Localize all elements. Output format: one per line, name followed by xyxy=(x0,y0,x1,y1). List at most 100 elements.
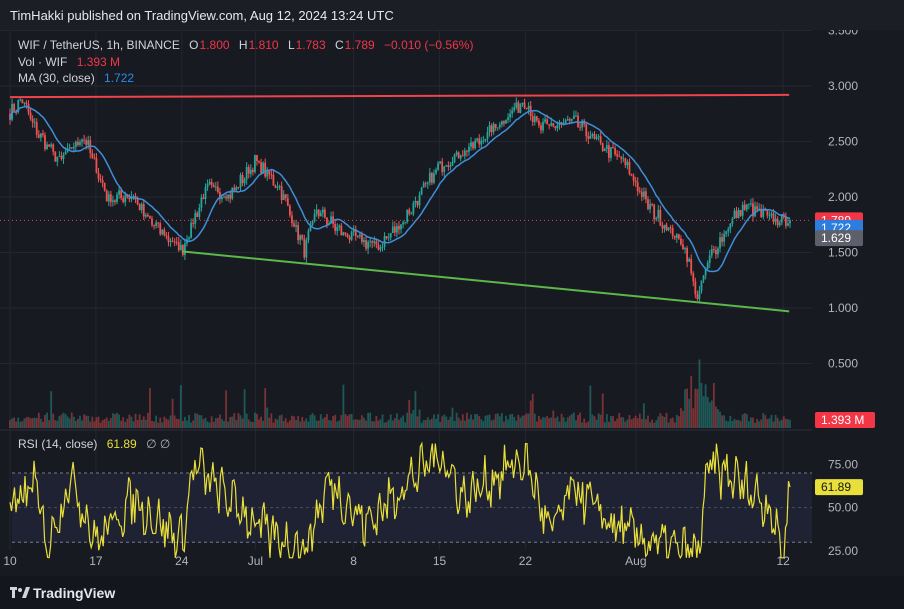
volume-bar xyxy=(568,415,571,428)
candle-body xyxy=(344,232,347,234)
volume-bar xyxy=(93,421,96,428)
candle-body xyxy=(690,258,693,274)
candle-body xyxy=(715,250,717,255)
volume-bar xyxy=(634,415,637,428)
volume-bar xyxy=(682,410,684,428)
candle-body xyxy=(268,170,271,175)
candle-body xyxy=(303,238,306,258)
volume-bar xyxy=(323,417,326,428)
candle-body xyxy=(42,133,44,136)
volume-bar xyxy=(774,414,777,428)
volume-bar xyxy=(404,422,407,428)
candle-body xyxy=(149,216,151,219)
candle-body xyxy=(64,151,67,155)
volume-bar xyxy=(657,416,660,428)
volume-bar xyxy=(340,415,343,428)
ma-label[interactable]: MA (30, close) xyxy=(18,71,95,85)
candle-body xyxy=(157,222,160,224)
tradingview-logo-icon[interactable] xyxy=(10,586,30,600)
volume-bar xyxy=(729,415,732,428)
volume-bar xyxy=(605,414,608,428)
volume-bar xyxy=(245,413,248,428)
candle-body xyxy=(445,165,448,167)
volume-bar xyxy=(165,418,168,428)
candle-body xyxy=(638,191,641,192)
candle-body xyxy=(498,124,501,128)
volume-bar xyxy=(114,414,116,428)
rsi-label[interactable]: RSI (14, close) xyxy=(18,437,98,451)
candle-body xyxy=(418,194,421,206)
volume-bar xyxy=(167,419,170,428)
volume-bar xyxy=(361,415,363,428)
candle-body xyxy=(375,241,378,245)
volume-bar xyxy=(103,419,106,428)
candle-body xyxy=(704,269,707,276)
volume-bar xyxy=(492,419,495,428)
volume-bar xyxy=(136,419,139,428)
price-label-box xyxy=(815,412,875,428)
volume-label[interactable]: Vol · WIF xyxy=(18,55,68,69)
candle-body xyxy=(260,162,262,174)
volume-bar xyxy=(118,414,120,428)
volume-bar xyxy=(286,422,289,428)
volume-bar xyxy=(733,418,736,428)
time-tick-label: 22 xyxy=(519,554,533,568)
volume-bar xyxy=(552,410,555,428)
candle-body xyxy=(239,174,242,188)
volume-bar xyxy=(696,389,699,428)
candle-body xyxy=(210,182,213,186)
volume-bar xyxy=(396,413,398,428)
volume-bar xyxy=(161,422,164,428)
volume-bar xyxy=(155,415,158,428)
volume-bar xyxy=(533,413,536,428)
volume-bar xyxy=(710,400,713,428)
candle-body xyxy=(509,113,512,118)
volume-bar xyxy=(607,421,610,428)
volume-bar xyxy=(124,421,127,428)
ma-line xyxy=(9,105,791,273)
candle-body xyxy=(490,125,493,133)
volume-bar xyxy=(482,421,485,428)
rsi-tick-label: 50.00 xyxy=(828,501,858,515)
candle-body xyxy=(459,155,462,159)
symbol-label[interactable]: WIF / TetherUS, 1h, BINANCE xyxy=(18,38,180,52)
volume-bar xyxy=(564,421,567,428)
candle-body xyxy=(169,240,172,242)
volume-bar xyxy=(420,422,423,428)
candle-body xyxy=(101,180,104,183)
volume-bar xyxy=(107,420,110,428)
candle-body xyxy=(556,125,559,129)
candle-body xyxy=(581,120,584,128)
volume-bar xyxy=(704,384,707,428)
candle-body xyxy=(25,102,28,105)
price-chart[interactable]: 3.500 3.000 2.500 2.000 1.500 1.000 0.500 75.00… xyxy=(0,30,904,576)
high-label: H xyxy=(238,38,248,52)
volume-bar xyxy=(712,382,715,428)
volume-bar xyxy=(251,422,254,428)
candle-body xyxy=(50,144,53,147)
candle-body xyxy=(35,122,38,135)
candle-body xyxy=(140,204,143,210)
volume-bar xyxy=(550,417,553,428)
candle-body xyxy=(694,281,697,295)
candle-body xyxy=(198,207,201,217)
brand-name[interactable]: TradingView xyxy=(33,585,116,601)
candle-body xyxy=(661,225,664,229)
volume-bar xyxy=(719,411,721,428)
candle-body xyxy=(484,138,487,141)
volume-bar xyxy=(35,417,38,428)
candle-body xyxy=(295,225,297,227)
volume-bar xyxy=(692,408,695,428)
volume-bar xyxy=(496,413,499,428)
candle-body xyxy=(229,194,232,199)
candle-body xyxy=(749,203,752,205)
volume-bar xyxy=(647,415,649,428)
candle-body xyxy=(204,187,207,199)
candle-body xyxy=(266,170,269,177)
candle-body xyxy=(655,217,658,220)
candle-body xyxy=(692,273,695,282)
candle-body xyxy=(52,144,55,152)
volume-bar xyxy=(548,418,551,428)
volume-bar xyxy=(538,415,540,428)
volume-bar xyxy=(81,420,83,428)
